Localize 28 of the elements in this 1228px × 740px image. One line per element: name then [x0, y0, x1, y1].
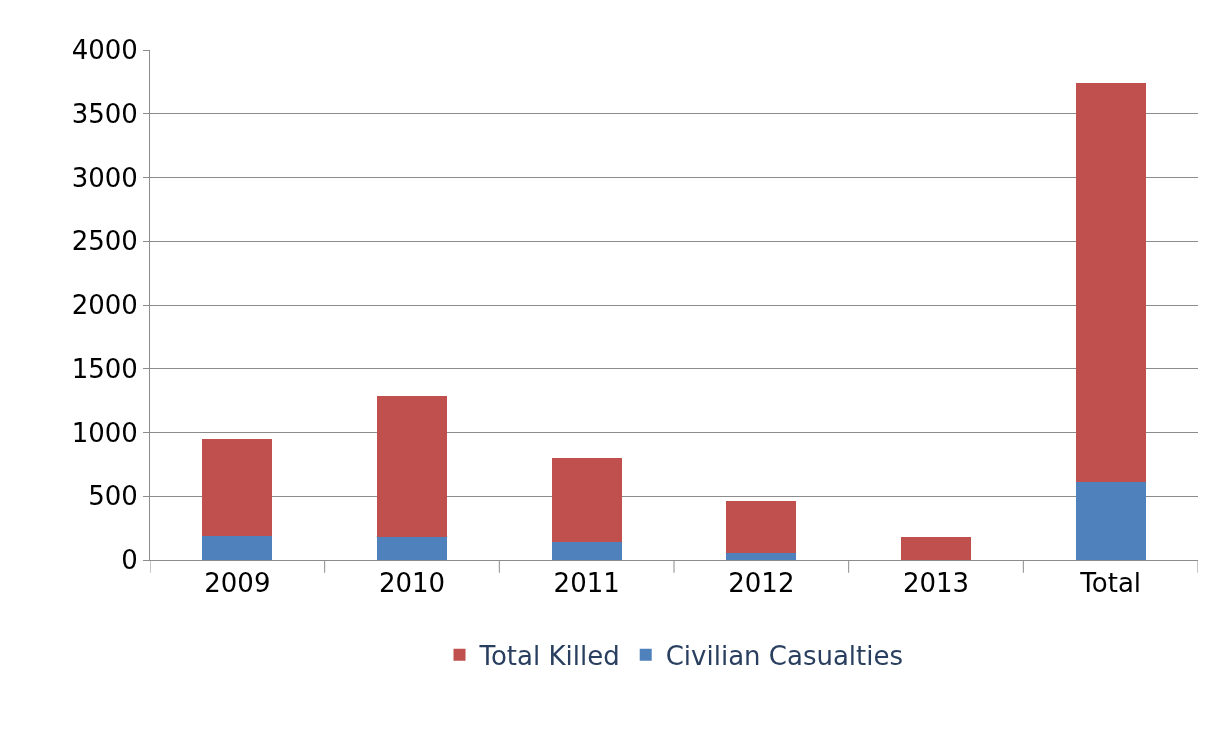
bar — [377, 537, 447, 560]
y-tick-label: 2500 — [71, 226, 138, 257]
y-tick-label: 500 — [88, 481, 138, 512]
y-tick-label: 1000 — [71, 417, 138, 448]
legend-label: Civilian Casualties — [665, 640, 904, 671]
y-tick-label: 3000 — [71, 162, 138, 193]
bar — [202, 439, 272, 536]
x-tick-label: 2013 — [902, 568, 970, 599]
legend-label: Total Killed — [478, 640, 620, 671]
bar — [1076, 482, 1146, 560]
bar — [202, 536, 272, 560]
x-tick-label: 2010 — [378, 568, 446, 599]
y-tick-label: 0 — [121, 545, 138, 576]
y-tick-label: 4000 — [71, 35, 138, 66]
bar — [726, 501, 796, 553]
bar — [552, 458, 622, 542]
bar — [1076, 83, 1146, 482]
y-tick-label: 1500 — [71, 353, 138, 384]
y-tick-label: 3500 — [71, 98, 138, 129]
y-tick-label: 2000 — [71, 290, 138, 321]
x-tick-label: 2012 — [728, 568, 795, 599]
bar — [726, 553, 796, 560]
x-tick-label: 2011 — [553, 568, 620, 599]
x-tick-label: Total — [1079, 568, 1142, 599]
bar — [901, 537, 971, 560]
bar — [377, 396, 447, 537]
bar — [552, 542, 622, 560]
x-tick-label: 2009 — [204, 568, 271, 599]
